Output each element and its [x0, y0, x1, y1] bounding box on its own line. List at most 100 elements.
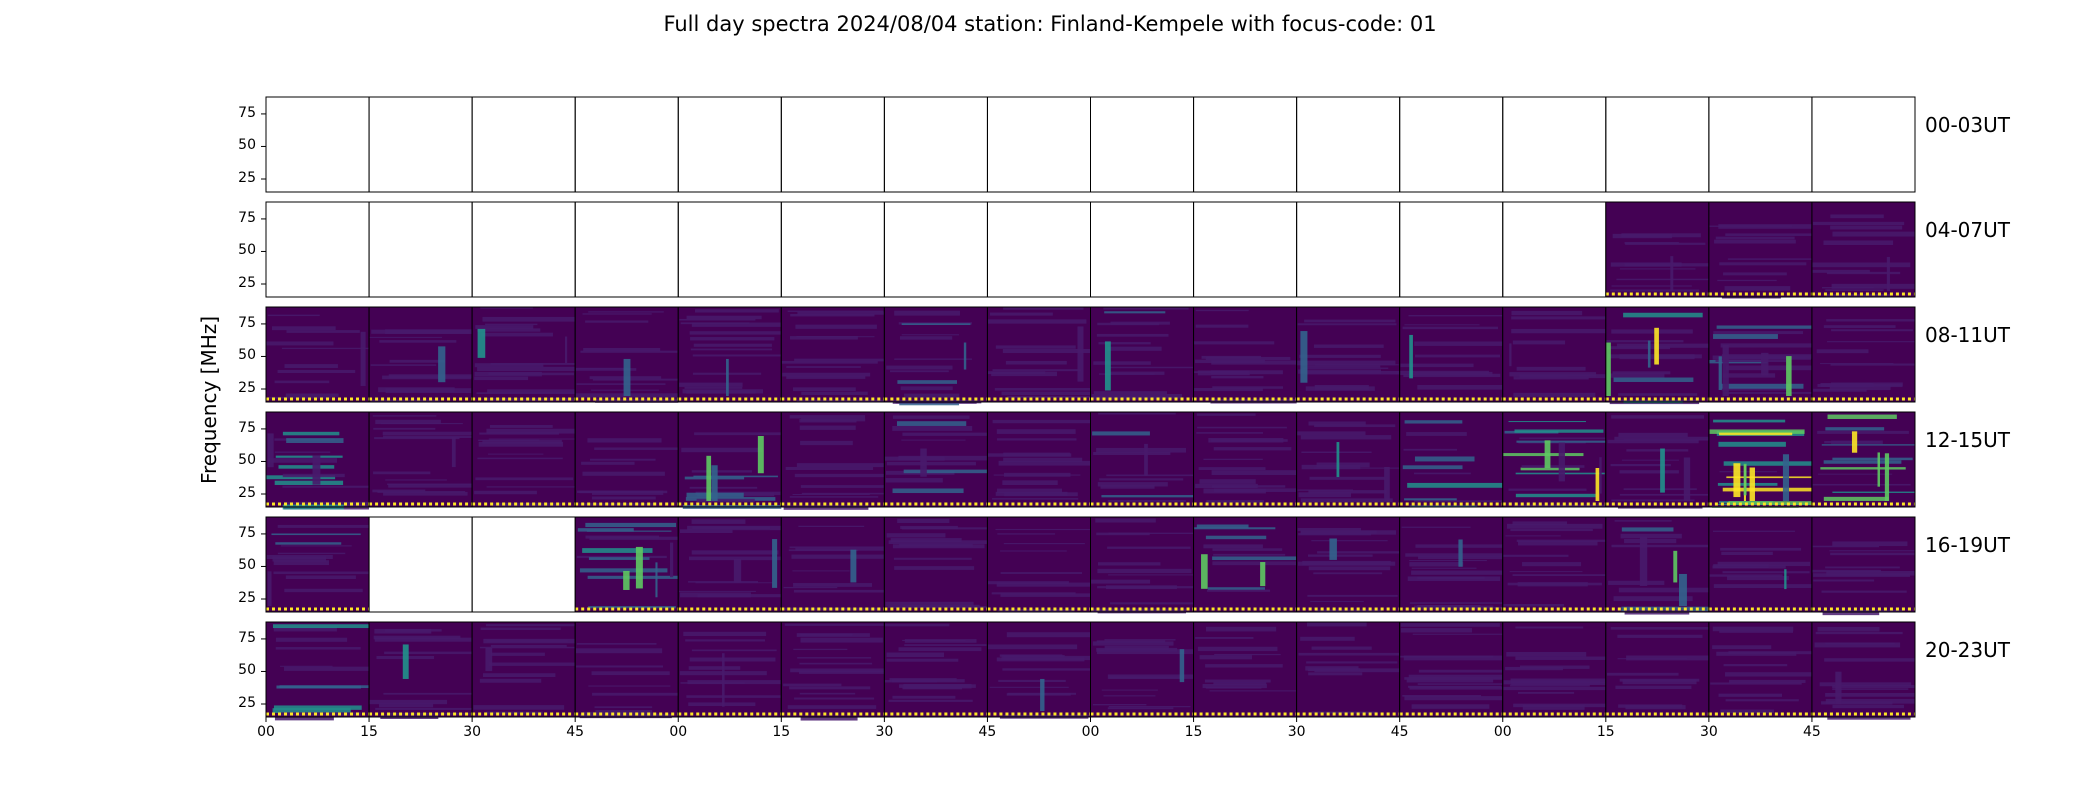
- frequency-band: [372, 489, 426, 493]
- frequency-band: [800, 440, 853, 446]
- frequency-band: [1616, 278, 1709, 281]
- frequency-band: [894, 310, 960, 316]
- frequency-band: [268, 458, 338, 463]
- frequency-band: [592, 692, 679, 696]
- burst: [726, 358, 729, 396]
- frequency-band: [1213, 447, 1292, 451]
- x-tick-label: 30: [875, 724, 894, 740]
- burst: [1784, 569, 1787, 590]
- spectrum-cell: [368, 621, 473, 719]
- spectrum-cell: [1090, 516, 1195, 614]
- frequency-band: [685, 639, 765, 642]
- burst: [623, 570, 630, 590]
- burst: [722, 653, 725, 707]
- frequency-band: [689, 331, 782, 335]
- frequency-band: [1418, 669, 1503, 673]
- frequency-band: [795, 324, 877, 329]
- frequency-band: [1400, 623, 1500, 627]
- frequency-band: [1413, 472, 1471, 475]
- frequency-band: [1512, 521, 1567, 526]
- frequency-band: [1403, 655, 1503, 661]
- y-tick-label: 25: [238, 169, 256, 186]
- frequency-band: [1832, 688, 1909, 690]
- frequency-band: [1518, 691, 1575, 694]
- frequency-band: [1619, 470, 1679, 474]
- cell-frame: [1811, 411, 1916, 508]
- frequency-band: [374, 628, 432, 634]
- spectrum-cell: [677, 96, 782, 193]
- frequency-band: [1212, 386, 1284, 389]
- frequency-band: [274, 380, 330, 384]
- frequency-band: [379, 340, 457, 343]
- frequency-band: [477, 366, 576, 372]
- frequency-band: [277, 524, 370, 528]
- frequency-band: [1612, 371, 1671, 375]
- frequency-band: [275, 647, 361, 650]
- frequency-band: [998, 460, 1091, 466]
- frequency-band: [1203, 488, 1266, 494]
- frequency-band: [1718, 693, 1783, 697]
- frequency-band: [388, 374, 473, 379]
- frequency-band: [1108, 532, 1194, 534]
- frequency-band: [1307, 365, 1381, 368]
- frequency-band: [478, 441, 564, 447]
- frequency-band: [888, 699, 973, 702]
- frequency-band: [679, 382, 743, 387]
- burst: [312, 455, 321, 485]
- frequency-band: [1315, 364, 1399, 366]
- frequency-band: [800, 633, 853, 636]
- frequency-band: [1519, 374, 1606, 379]
- burst: [1558, 442, 1565, 482]
- frequency-band: [1202, 684, 1267, 689]
- frequency-band: [1308, 421, 1366, 426]
- frequency-band: [1519, 437, 1606, 440]
- frequency-band: [1406, 608, 1487, 610]
- frequency-band: [1300, 636, 1355, 641]
- burst: [1040, 678, 1045, 711]
- burst: [623, 358, 631, 396]
- spectrum-cell: [1193, 96, 1298, 193]
- frequency-band: [1508, 421, 1586, 423]
- frequency-band: [783, 505, 869, 510]
- frequency-band: [683, 631, 767, 637]
- frequency-band: [1721, 383, 1804, 389]
- frequency-band: [575, 368, 637, 371]
- spectrum-cell: [1502, 201, 1607, 298]
- frequency-band: [271, 326, 336, 331]
- frequency-band: [893, 557, 972, 560]
- frequency-band: [373, 635, 461, 640]
- frequency-band: [474, 490, 537, 495]
- frequency-band: [886, 461, 976, 466]
- frequency-band: [898, 647, 982, 652]
- frequency-band: [781, 360, 878, 364]
- frequency-band: [1813, 579, 1875, 582]
- frequency-band: [1100, 484, 1155, 489]
- frequency-band: [1611, 499, 1695, 502]
- burst: [1761, 352, 1769, 376]
- spectrum-background: [884, 517, 988, 612]
- frequency-band: [1821, 701, 1893, 705]
- frequency-band: [1092, 703, 1147, 706]
- frequency-band: [800, 716, 858, 721]
- frequency-band: [595, 710, 653, 715]
- frequency-band: [576, 648, 663, 654]
- frequency-band: [987, 581, 1069, 585]
- frequency-band: [995, 528, 1091, 531]
- frequency-band: [488, 438, 576, 440]
- frequency-band: [591, 671, 670, 676]
- frequency-band: [576, 642, 657, 645]
- frequency-band: [477, 457, 563, 460]
- frequency-band: [383, 435, 472, 439]
- frequency-band: [1093, 391, 1167, 395]
- frequency-band: [792, 570, 850, 572]
- burst: [757, 435, 764, 474]
- frequency-band: [1508, 488, 1587, 491]
- spectrum-cell: [780, 516, 885, 613]
- frequency-band: [1103, 307, 1189, 310]
- spectrum-cell: [368, 306, 473, 403]
- frequency-band: [1405, 553, 1503, 557]
- frequency-band: [489, 662, 576, 666]
- frequency-band: [894, 566, 975, 570]
- x-tick-label: 00: [669, 724, 688, 740]
- burst: [1606, 342, 1611, 396]
